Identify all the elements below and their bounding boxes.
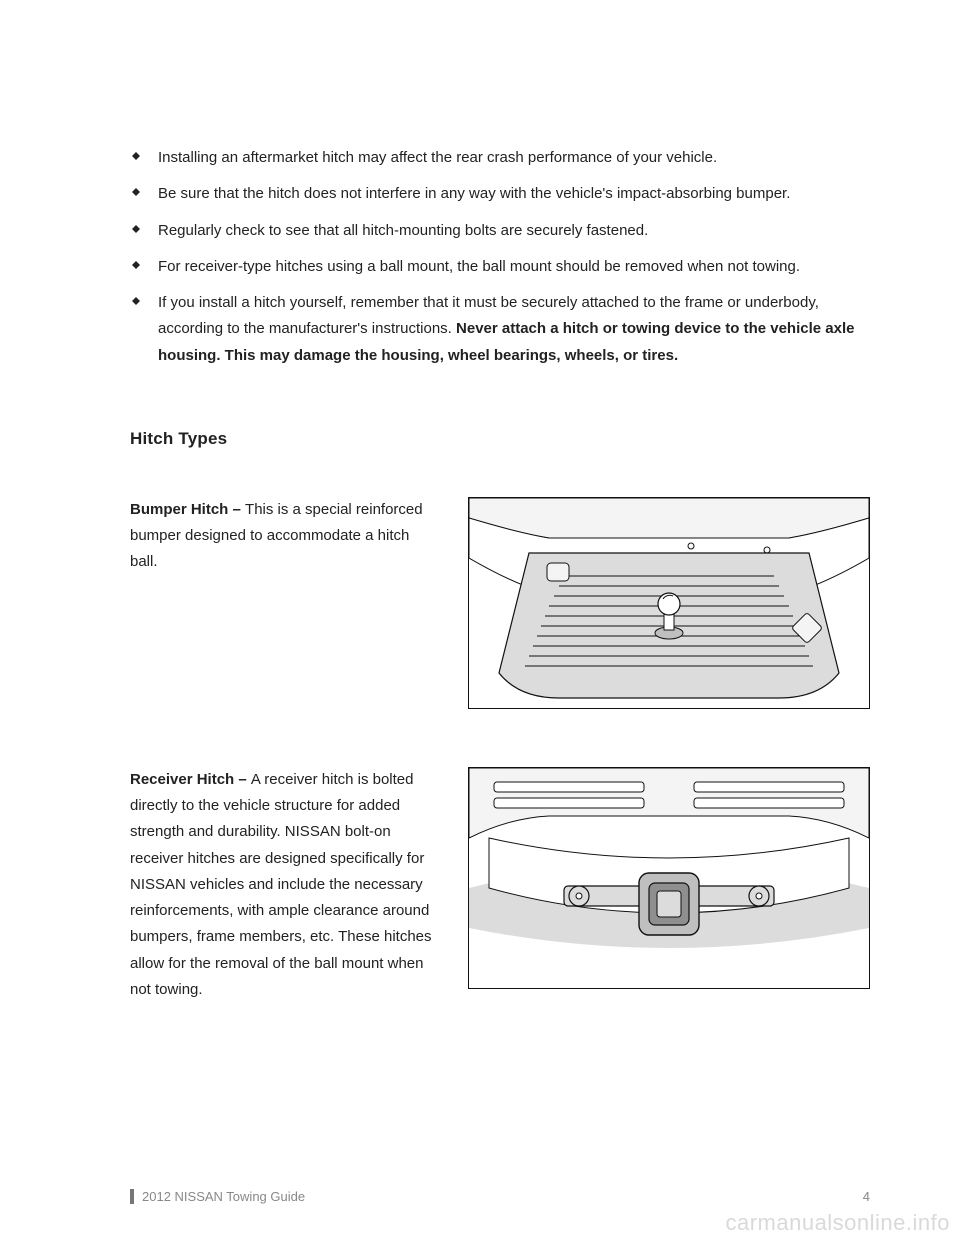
footer-bar-icon (130, 1189, 134, 1204)
bumper-hitch-text: Bumper Hitch – This is a special reinfor… (130, 497, 440, 576)
footer-source: 2012 NISSAN Towing Guide (130, 1189, 305, 1204)
page: Installing an aftermarket hitch may affe… (0, 0, 960, 1242)
bullet-text: For receiver-type hitches using a ball m… (158, 258, 800, 275)
bullet-item: Regularly check to see that all hitch-mo… (130, 218, 870, 244)
diamond-icon (132, 225, 140, 233)
receiver-hitch-body: A receiver hitch is bolted directly to t… (130, 771, 432, 998)
receiver-hitch-lead: Receiver Hitch – (130, 771, 251, 788)
bullet-item: If you install a hitch yourself, remembe… (130, 290, 870, 369)
receiver-hitch-illustration (468, 767, 870, 989)
footer-page-number: 4 (863, 1189, 870, 1204)
bullet-item: Installing an aftermarket hitch may affe… (130, 145, 870, 171)
bullet-list: Installing an aftermarket hitch may affe… (130, 145, 870, 369)
bullet-item: For receiver-type hitches using a ball m… (130, 254, 870, 280)
bumper-hitch-row: Bumper Hitch – This is a special reinfor… (130, 497, 870, 709)
bullet-text: Regularly check to see that all hitch-mo… (158, 222, 648, 239)
bullet-text: Installing an aftermarket hitch may affe… (158, 149, 717, 166)
diamond-icon (132, 152, 140, 160)
watermark: carmanualsonline.info (725, 1210, 950, 1236)
section-heading: Hitch Types (130, 429, 870, 449)
bumper-hitch-lead: Bumper Hitch – (130, 501, 245, 518)
bullet-text: Be sure that the hitch does not interfer… (158, 185, 790, 202)
footer-source-text: 2012 NISSAN Towing Guide (142, 1189, 305, 1204)
diamond-icon (132, 261, 140, 269)
receiver-hitch-text: Receiver Hitch – A receiver hitch is bol… (130, 767, 440, 1003)
receiver-hitch-row: Receiver Hitch – A receiver hitch is bol… (130, 767, 870, 1003)
diamond-icon (132, 297, 140, 305)
bumper-hitch-illustration (468, 497, 870, 709)
bullet-item: Be sure that the hitch does not interfer… (130, 181, 870, 207)
page-footer: 2012 NISSAN Towing Guide 4 (130, 1189, 870, 1204)
diamond-icon (132, 188, 140, 196)
